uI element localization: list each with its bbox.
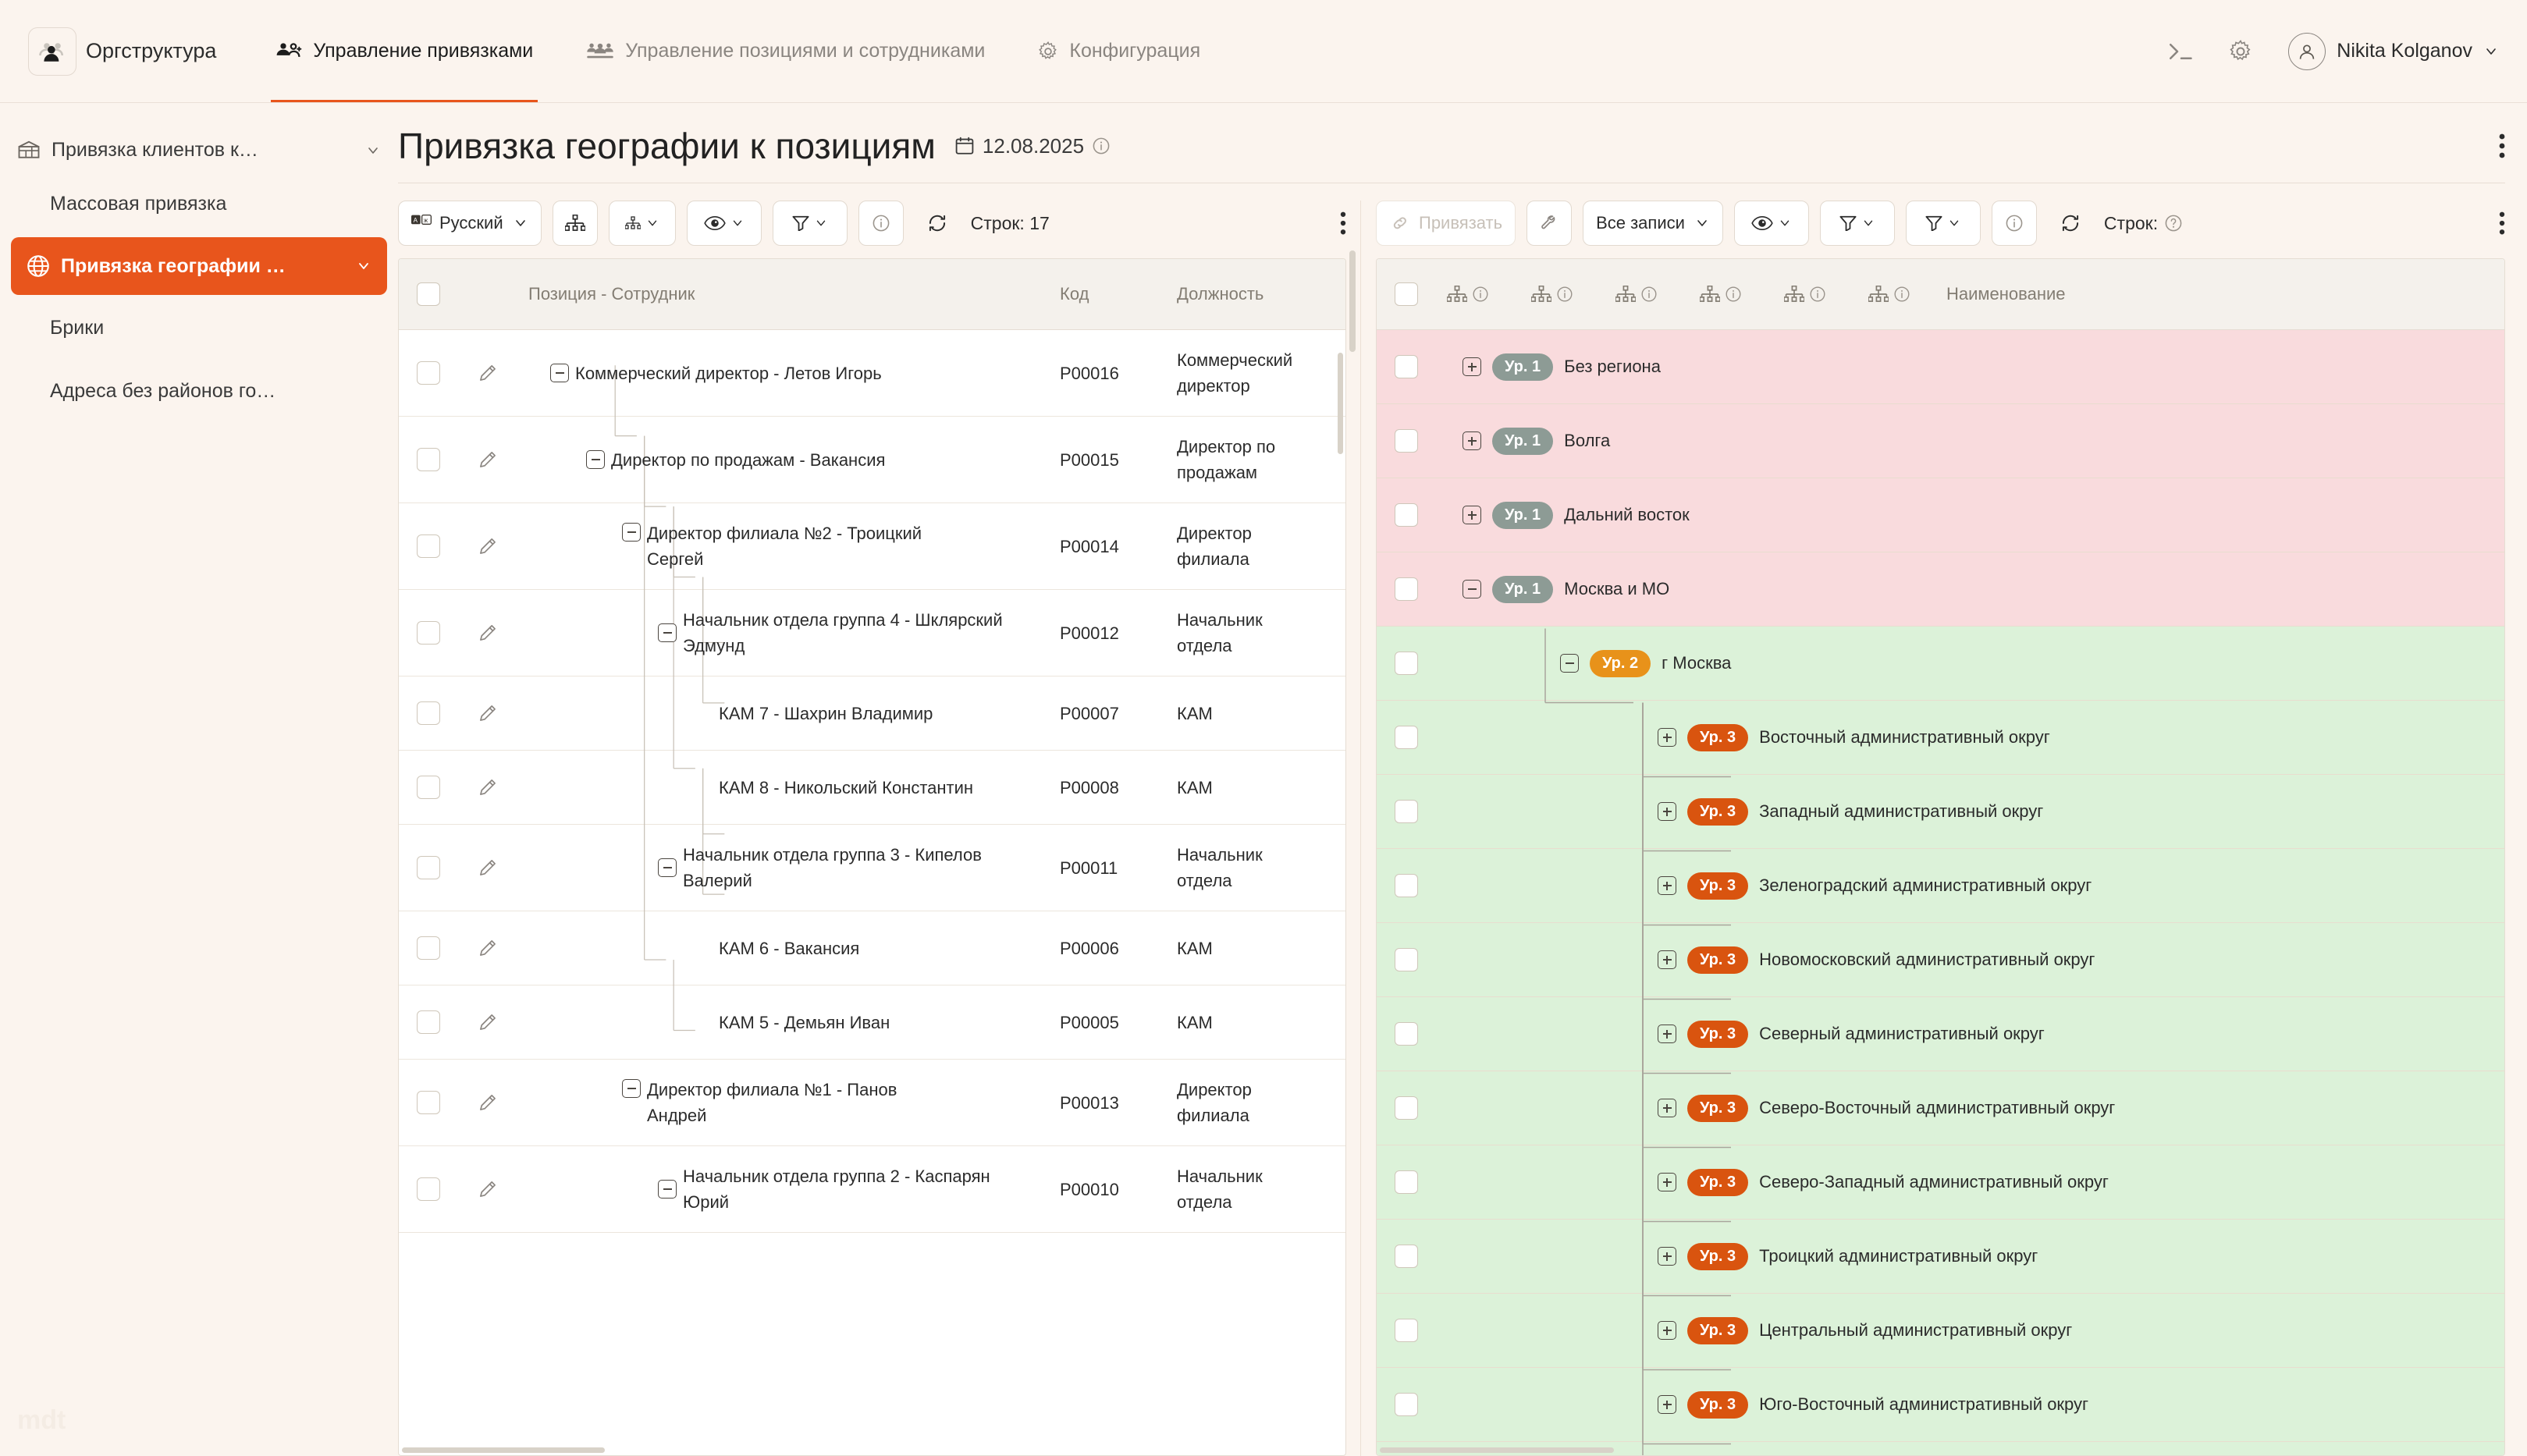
svg-text:A: A (414, 217, 418, 224)
svg-text:ж: ж (424, 217, 428, 224)
